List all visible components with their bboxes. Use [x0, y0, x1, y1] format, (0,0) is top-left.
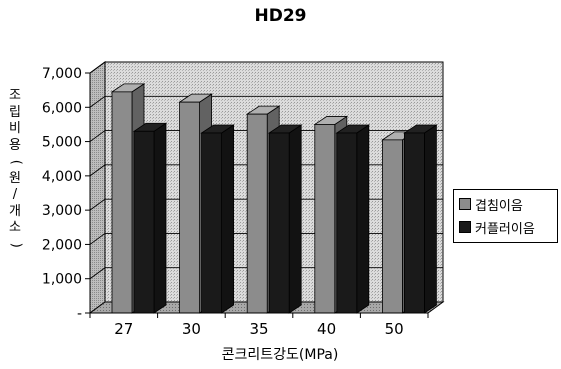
legend-swatch-series-1: [459, 198, 471, 210]
bar-1-40: [314, 124, 336, 314]
y-axis-label-char: 조: [9, 88, 21, 103]
bar-1-30: [179, 101, 201, 314]
y-axis-label-char: 비: [9, 121, 21, 136]
y-axis-label-char: /: [12, 187, 18, 202]
y-tick-label: 5,000: [42, 135, 82, 151]
x-tick-label: 30: [182, 320, 201, 338]
y-tick-label: 1,000: [42, 272, 82, 288]
y-axis-label: 조 립 비 용(원 / 개 소): [6, 88, 24, 253]
legend-swatch-series-2: [459, 221, 471, 233]
bar-1-27: [111, 91, 133, 314]
legend-label-series-2: 커플러이음: [475, 221, 535, 237]
y-tick-label: -: [77, 306, 82, 322]
bar-2-27: [133, 130, 155, 314]
gridline: [89, 95, 443, 108]
legend-item-series-1: 겹침이음: [459, 195, 523, 214]
y-axis-label-char: 립: [9, 104, 21, 120]
plot-side-wall: [89, 61, 106, 314]
x-tick-label: 40: [317, 320, 336, 338]
bar-2-30: [201, 132, 223, 314]
y-tick-label: 6,000: [42, 100, 82, 116]
bar-side: [288, 124, 302, 314]
y-axis-label-char: 용: [9, 137, 21, 153]
legend-item-series-2: 커플러이음: [459, 218, 535, 237]
legend: 겹침이음 커플러이음: [453, 189, 558, 243]
y-tick-label: 3,000: [42, 203, 82, 219]
y-axis-label-char: 소: [9, 220, 21, 235]
x-axis-label: 콘크리트강도(MPa): [221, 347, 339, 363]
bar-1-50: [381, 139, 403, 314]
x-tick-label: 27: [114, 320, 133, 338]
bar-1-35: [246, 113, 268, 314]
chart-title: HD29: [254, 6, 307, 26]
bar-side: [423, 124, 437, 314]
bar-2-40: [336, 132, 358, 314]
bar-side: [221, 124, 235, 314]
y-axis-label-char: 개: [9, 203, 21, 219]
bar-2-50: [403, 132, 425, 314]
gridline: [89, 61, 443, 74]
y-tick-label: 7,000: [42, 66, 82, 82]
x-tick-label: 50: [385, 320, 404, 338]
bar-side: [356, 124, 370, 314]
y-axis-label-char: 원: [9, 170, 21, 186]
legend-label-series-1: 겹침이음: [475, 198, 523, 214]
bar-2-35: [268, 132, 290, 314]
x-tick-label: 35: [249, 320, 268, 338]
bar-side: [153, 122, 167, 314]
y-tick-label: 4,000: [42, 169, 82, 185]
y-tick-label: 2,000: [42, 237, 82, 253]
